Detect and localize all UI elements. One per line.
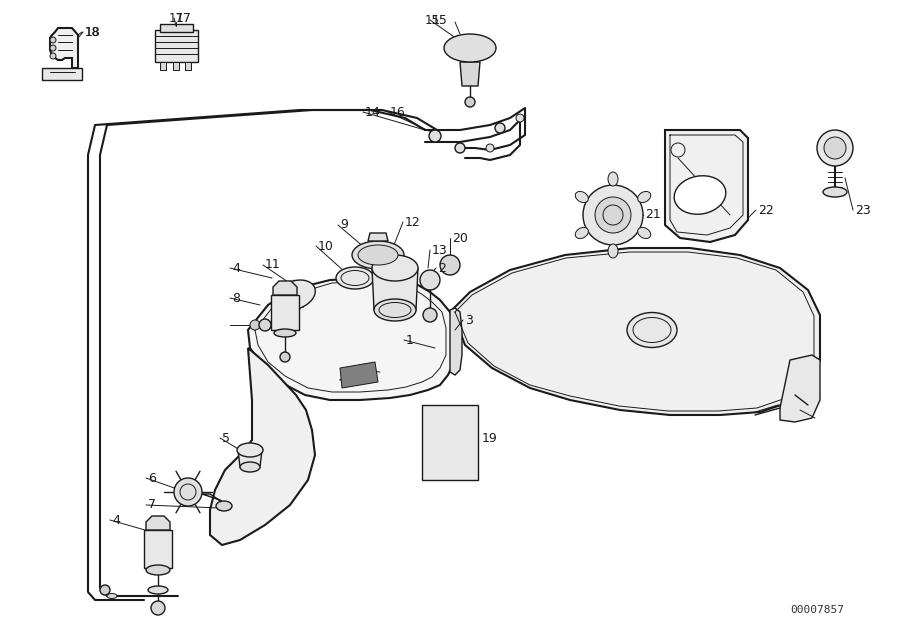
Text: 3: 3 [465,314,472,326]
Ellipse shape [575,191,589,203]
Polygon shape [271,295,299,330]
Ellipse shape [444,34,496,62]
Polygon shape [340,362,378,388]
Polygon shape [173,62,179,70]
Polygon shape [665,130,748,242]
Circle shape [50,53,56,59]
Polygon shape [185,62,191,70]
Text: 20: 20 [452,232,468,244]
Circle shape [817,130,853,166]
Text: 17: 17 [176,11,192,25]
Polygon shape [50,28,78,68]
Polygon shape [146,516,170,530]
Text: 1: 1 [406,333,414,347]
Circle shape [440,255,460,275]
Text: 11: 11 [265,258,281,272]
Circle shape [516,114,524,122]
Text: 2: 2 [438,262,446,274]
Circle shape [100,585,110,595]
Circle shape [50,37,56,43]
Polygon shape [155,30,198,62]
Text: 21: 21 [645,208,661,222]
Text: 5: 5 [222,432,230,444]
Circle shape [420,270,440,290]
Ellipse shape [240,462,260,472]
Ellipse shape [358,245,398,265]
Circle shape [423,308,437,322]
Text: 15: 15 [432,13,448,27]
Polygon shape [368,233,388,241]
Circle shape [495,123,505,133]
Text: 00007857: 00007857 [790,605,844,615]
Text: 16: 16 [390,105,406,119]
Ellipse shape [637,191,651,203]
Ellipse shape [107,594,117,599]
Ellipse shape [216,501,232,511]
Text: 17: 17 [168,11,184,25]
Text: 19: 19 [482,432,498,444]
Text: 18: 18 [85,25,101,39]
Circle shape [595,197,631,233]
Polygon shape [460,62,480,86]
Ellipse shape [237,443,263,457]
Circle shape [174,478,202,506]
Ellipse shape [352,241,404,269]
Text: 18: 18 [85,25,100,39]
Polygon shape [160,62,166,70]
Text: 6: 6 [148,472,156,485]
Text: 10: 10 [318,239,334,253]
Text: 14: 14 [365,105,381,119]
Text: 8: 8 [232,291,240,305]
Polygon shape [422,405,478,480]
Polygon shape [42,68,82,80]
Circle shape [50,45,56,51]
Polygon shape [450,308,462,375]
Polygon shape [780,355,820,422]
Polygon shape [144,530,172,568]
Circle shape [429,130,441,142]
Ellipse shape [148,586,168,594]
Ellipse shape [274,280,315,310]
Ellipse shape [374,299,416,321]
Circle shape [455,143,465,153]
Ellipse shape [336,267,374,289]
Ellipse shape [627,312,677,347]
Ellipse shape [608,172,618,186]
Polygon shape [238,450,262,467]
Polygon shape [160,24,193,32]
Circle shape [259,319,271,331]
Ellipse shape [674,176,725,214]
Circle shape [465,97,475,107]
Text: 12: 12 [405,215,421,229]
Polygon shape [248,278,455,400]
Ellipse shape [372,255,418,281]
Text: 4: 4 [112,514,120,526]
Ellipse shape [575,227,589,239]
Polygon shape [452,248,820,415]
Circle shape [151,601,165,615]
Circle shape [824,137,846,159]
Text: 9: 9 [340,218,348,232]
Text: 13: 13 [432,243,448,257]
Ellipse shape [608,244,618,258]
Ellipse shape [637,227,651,239]
Circle shape [280,352,290,362]
Text: 23: 23 [855,203,871,217]
Text: 15: 15 [425,13,440,27]
Circle shape [250,320,260,330]
Polygon shape [202,494,228,506]
Text: 4: 4 [232,262,240,274]
Polygon shape [273,281,297,295]
Ellipse shape [146,565,170,575]
Ellipse shape [823,187,847,197]
Circle shape [486,144,494,152]
Polygon shape [210,348,315,545]
Text: 22: 22 [758,203,774,217]
Circle shape [583,185,643,245]
Ellipse shape [274,329,296,337]
Polygon shape [372,268,418,310]
Text: 7: 7 [148,498,156,512]
